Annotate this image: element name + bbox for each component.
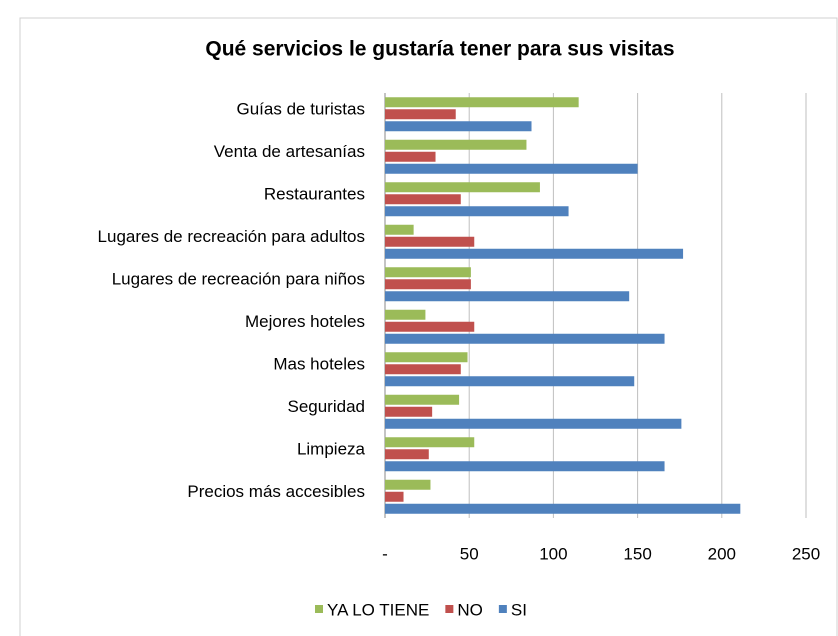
bar — [385, 503, 741, 514]
bar — [385, 418, 682, 429]
bar — [385, 182, 540, 193]
bar — [385, 236, 475, 247]
x-tick-label: 250 — [792, 544, 820, 563]
x-tick-label: 150 — [623, 544, 651, 563]
y-tick-label: Seguridad — [287, 397, 365, 416]
bar — [385, 364, 461, 375]
legend-swatch — [445, 605, 454, 613]
bar — [385, 267, 471, 278]
bar — [385, 491, 404, 502]
bar — [385, 449, 429, 460]
bar — [385, 352, 468, 363]
legend-swatch — [315, 605, 323, 613]
bar — [385, 163, 638, 174]
legend-label: SI — [511, 600, 527, 619]
bar — [385, 121, 532, 132]
bar — [385, 248, 684, 259]
bar — [385, 333, 665, 344]
bar — [385, 321, 475, 332]
chart-title: Qué servicios le gustaría tener para sus… — [205, 38, 674, 61]
y-tick-label: Precios más accesibles — [187, 482, 365, 501]
bar — [385, 376, 635, 387]
legend-label: NO — [457, 600, 483, 619]
bar — [385, 139, 527, 150]
legend-swatch — [498, 605, 507, 613]
bar — [385, 206, 569, 217]
bar — [385, 437, 475, 448]
bar — [385, 224, 414, 235]
x-tick-label: 100 — [539, 544, 567, 563]
bar — [385, 194, 461, 205]
bar — [385, 151, 436, 162]
y-tick-label: Guías de turistas — [236, 100, 365, 119]
y-tick-label: Mas hoteles — [273, 355, 365, 374]
y-tick-label: Lugares de recreación para adultos — [98, 227, 365, 246]
bar — [385, 309, 426, 320]
bar — [385, 279, 471, 290]
y-tick-label: Lugares de recreación para niños — [112, 270, 365, 289]
y-tick-label: Venta de artesanías — [214, 142, 365, 161]
x-tick-label: 200 — [708, 544, 736, 563]
bar — [385, 97, 579, 108]
bar — [385, 394, 460, 405]
bar — [385, 479, 431, 490]
bar — [385, 109, 456, 120]
bar — [385, 461, 665, 472]
legend-label: YA LO TIENE — [327, 600, 429, 619]
y-tick-label: Restaurantes — [264, 185, 365, 204]
bar — [385, 406, 433, 417]
bar — [385, 291, 630, 302]
y-tick-label: Mejores hoteles — [245, 312, 365, 331]
y-tick-label: Limpieza — [297, 440, 366, 459]
x-tick-label: 50 — [460, 544, 479, 563]
x-tick-label: - — [382, 544, 388, 563]
